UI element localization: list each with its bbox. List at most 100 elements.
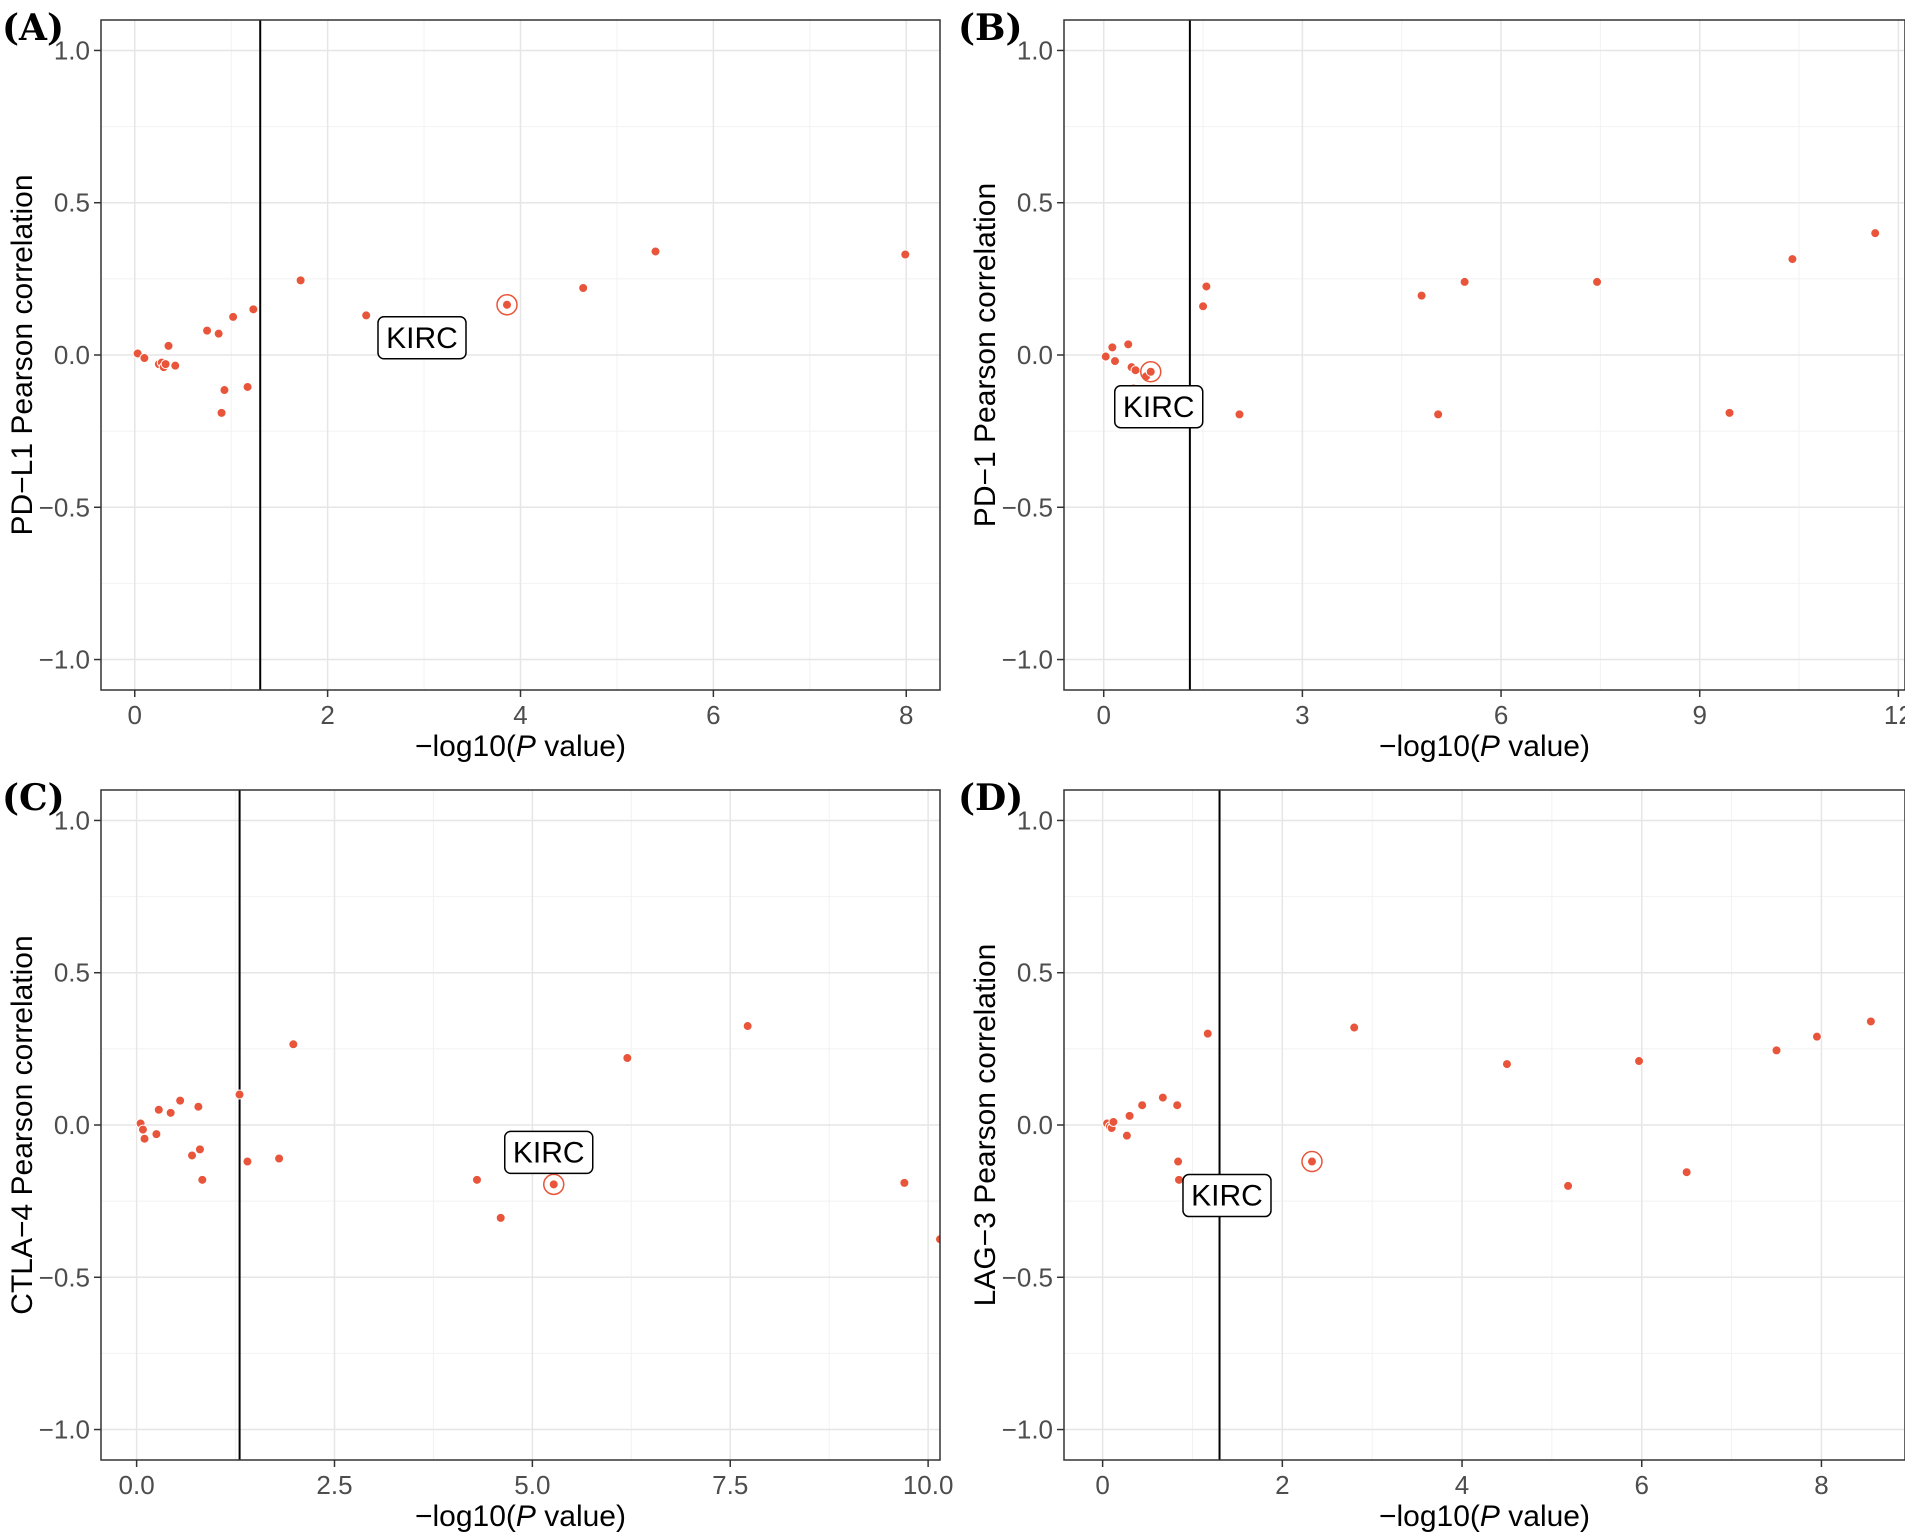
y-tick-label: 1.0 xyxy=(54,35,90,65)
panel-label: (A) xyxy=(2,7,64,49)
data-point xyxy=(1681,1167,1692,1178)
y-tick-label: 0.0 xyxy=(1017,1110,1053,1140)
data-point xyxy=(295,275,306,286)
data-point xyxy=(170,360,181,371)
y-tick-label: 1.0 xyxy=(1017,805,1053,835)
data-point xyxy=(1865,1016,1876,1027)
data-point xyxy=(1174,1174,1185,1185)
x-tick-label: 4 xyxy=(513,700,527,730)
x-axis-title-part: −log10( xyxy=(415,1500,516,1532)
data-point xyxy=(288,1039,299,1050)
data-point xyxy=(197,1174,208,1185)
y-axis-title: PD−1 Pearson correlation xyxy=(969,183,1002,527)
y-tick-label: 0.0 xyxy=(54,1110,90,1140)
data-point xyxy=(1198,301,1209,312)
kirc-label: KIRC xyxy=(1123,391,1195,424)
data-point xyxy=(153,1104,164,1115)
data-point xyxy=(650,246,661,257)
y-tick-label: −1.0 xyxy=(1002,1415,1053,1445)
data-point xyxy=(194,1144,205,1155)
data-point xyxy=(132,348,143,359)
data-point xyxy=(1202,1028,1213,1039)
data-point xyxy=(1157,1092,1168,1103)
x-axis-title-part: −log10( xyxy=(1379,730,1480,763)
kirc-highlight-ring xyxy=(1139,361,1162,383)
data-point xyxy=(139,1133,150,1144)
data-point xyxy=(274,1153,285,1164)
y-tick-label: 1.0 xyxy=(1017,35,1053,65)
x-axis-title: −log10(P value) xyxy=(415,1500,626,1532)
panel-label: (C) xyxy=(2,777,65,819)
data-point xyxy=(1109,356,1120,367)
x-axis-title: −log10(P value) xyxy=(415,730,626,763)
kirc-label-box xyxy=(1182,1173,1272,1218)
data-point xyxy=(193,1101,204,1112)
data-point xyxy=(1124,1110,1135,1121)
x-tick-label: 0.0 xyxy=(119,1470,155,1500)
data-point xyxy=(361,310,372,321)
data-point xyxy=(1501,1059,1512,1070)
data-point xyxy=(1137,1100,1148,1111)
data-point xyxy=(139,353,150,364)
x-axis-title-italic: P xyxy=(516,1500,536,1532)
data-point xyxy=(471,1174,482,1185)
x-axis-title-part: value) xyxy=(1500,730,1590,763)
x-tick-label: 6 xyxy=(1635,1470,1649,1500)
x-tick-label: 7.5 xyxy=(712,1470,748,1500)
data-point xyxy=(548,1179,559,1190)
data-point xyxy=(242,381,253,392)
data-point xyxy=(151,1129,162,1140)
data-point xyxy=(187,1150,198,1161)
kirc-label: KIRC xyxy=(386,322,458,355)
data-points xyxy=(1100,228,1881,420)
y-tick-label: 0.0 xyxy=(54,340,90,370)
kirc-label-box xyxy=(1113,385,1204,429)
data-point xyxy=(1563,1180,1574,1191)
panel-b: KIRC 0 3 6 9 12 −1.0 −0.5 0.0 0.5 1.0 −log10(P valu… xyxy=(958,7,1905,763)
x-axis-title-part: value) xyxy=(1500,1500,1590,1532)
y-axis-title: LAG−3 Pearson correlation xyxy=(969,944,1002,1307)
kirc-label: KIRC xyxy=(513,1136,585,1169)
data-point xyxy=(202,325,213,336)
kirc-highlight-ring xyxy=(1301,1150,1323,1173)
y-axis-title: CTLA−4 Pearson correlation xyxy=(6,935,39,1314)
x-tick-label: 0 xyxy=(128,700,142,730)
data-point xyxy=(228,311,239,322)
data-point xyxy=(1121,1130,1132,1141)
data-point xyxy=(900,249,911,260)
data-point xyxy=(1811,1031,1822,1042)
data-point xyxy=(1433,409,1444,420)
data-point xyxy=(1349,1022,1360,1033)
kirc-highlight-ring xyxy=(496,294,518,316)
x-tick-label: 2.5 xyxy=(316,1470,352,1500)
data-point xyxy=(1459,276,1470,287)
data-point xyxy=(1100,351,1111,362)
data-point xyxy=(935,1234,940,1245)
y-tick-label: 0.0 xyxy=(1017,340,1053,370)
data-point xyxy=(1870,228,1881,239)
x-axis-title-part: value) xyxy=(536,730,626,763)
panel-label: (B) xyxy=(958,7,1023,49)
x-tick-label: 4 xyxy=(1455,1470,1469,1500)
data-point xyxy=(1123,339,1134,350)
panel-a: KIRC 0 2 4 6 8 −1.0 −0.5 0.0 0.5 1.0 −log10(P value… xyxy=(2,7,941,763)
data-point xyxy=(163,340,174,351)
x-axis-title-part: −log10( xyxy=(415,730,516,763)
panel-c: KIRC 0.0 2.5 5.0 7.5 10.0 −1.0 −0.5 0.0 0.5 1.0 −lo… xyxy=(2,777,953,1532)
data-point xyxy=(1108,1116,1119,1127)
data-point xyxy=(165,1107,176,1118)
y-tick-label: −1.0 xyxy=(1002,645,1053,675)
data-point xyxy=(495,1212,506,1223)
y-axis-title: PD−L1 Pearson correlation xyxy=(6,174,39,535)
y-tick-label: −1.0 xyxy=(39,645,90,675)
y-tick-label: 0.5 xyxy=(1017,958,1053,988)
x-axis-title-part: −log10( xyxy=(1379,1500,1480,1532)
data-point xyxy=(137,1124,148,1135)
x-tick-label: 8 xyxy=(899,700,913,730)
y-tick-label: 0.5 xyxy=(54,188,90,218)
data-point xyxy=(213,328,224,339)
y-tick-label: 0.5 xyxy=(54,958,90,988)
x-tick-label: 0 xyxy=(1095,1470,1109,1500)
data-point xyxy=(248,304,259,315)
